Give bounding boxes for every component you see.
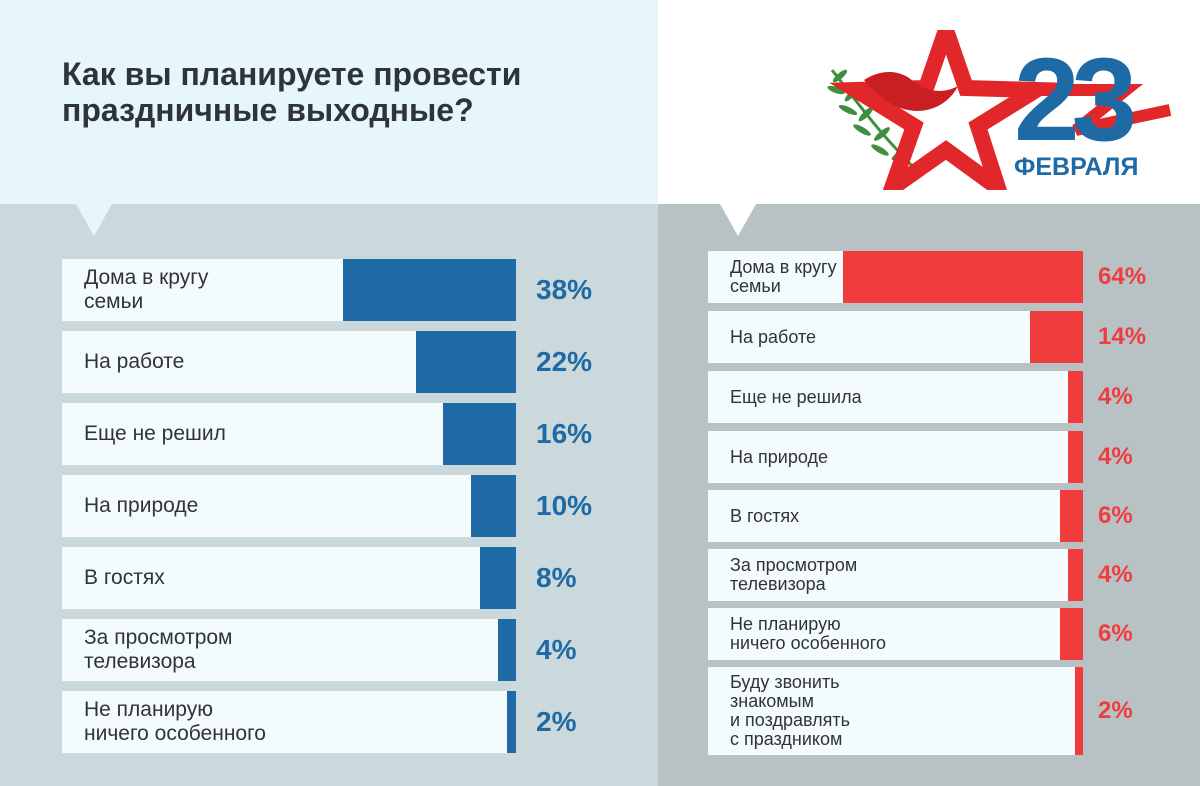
category-label: В гостях [730, 505, 800, 526]
bar [1060, 490, 1083, 542]
ribbon-tail-icon [1026, 84, 1172, 136]
bar [343, 259, 516, 321]
value-label: 10% [536, 490, 593, 521]
value-label: 14% [1098, 323, 1147, 350]
bar-row: На работе [708, 311, 1083, 363]
value-label: 8% [536, 562, 577, 593]
bar [1068, 431, 1083, 483]
category-label: Дома в кругу семьи [84, 266, 209, 313]
value-label: 4% [1098, 443, 1133, 470]
bar-row: Еще не решил [62, 403, 516, 465]
pointer-left [76, 204, 112, 236]
bar [498, 619, 516, 681]
page-title: Как вы планируете провести праздничные в… [62, 56, 522, 128]
value-label: 64% [1098, 263, 1147, 290]
bar-row: В гостях [708, 490, 1083, 542]
value-label: 22% [536, 346, 593, 377]
value-label: 4% [1098, 561, 1133, 588]
bar [416, 331, 516, 393]
bar [1030, 311, 1083, 363]
category-label: Не планирую ничего особенного [84, 698, 266, 745]
value-label: 4% [1098, 383, 1133, 410]
february-23-logo: 23 ФЕВРАЛЯ [827, 30, 1172, 190]
bar-row: Буду звонить знакомым и поздравлять с пр… [708, 667, 1083, 755]
bar-row: На природе [62, 475, 516, 537]
category-label: Не планирую ничего особенного [730, 614, 886, 653]
bar [507, 691, 516, 753]
category-label: Еще не решил [84, 422, 226, 445]
pointer-right [720, 204, 756, 236]
category-label: На природе [730, 446, 828, 467]
category-label: Дома в кругу семьи [730, 257, 837, 296]
bar-row: На природе [708, 431, 1083, 483]
category-label: В гостях [84, 566, 165, 589]
bar [443, 403, 516, 465]
bar [1075, 667, 1083, 755]
bar [1060, 608, 1083, 660]
value-label: 2% [1098, 697, 1133, 724]
bar [843, 251, 1083, 303]
bar-row: За просмотром телевизора [708, 549, 1083, 601]
category-label: Еще не решила [730, 386, 862, 407]
value-label: 38% [536, 274, 593, 305]
category-label: За просмотром телевизора [84, 626, 233, 673]
bar-row: Не планирую ничего особенного [62, 691, 516, 753]
category-label: На работе [84, 350, 185, 373]
bar-row: За просмотром телевизора [62, 619, 516, 681]
value-label: 16% [536, 418, 593, 449]
value-label: 4% [536, 634, 577, 665]
value-label: 6% [1098, 620, 1133, 647]
dove-icon [864, 71, 958, 111]
bar [480, 547, 516, 609]
logo-number: 23 [1014, 34, 1134, 166]
bar-row: На работе [62, 331, 516, 393]
bar-row: Дома в кругу семьи [708, 251, 1083, 303]
bar-row: В гостях [62, 547, 516, 609]
value-label: 6% [1098, 502, 1133, 529]
header-panel-left [0, 0, 658, 204]
bar [1068, 371, 1083, 423]
star-ribbon-icon [829, 30, 1063, 190]
bar-row: Дома в кругу семьи [62, 259, 516, 321]
value-label: 2% [536, 706, 577, 737]
bar [471, 475, 516, 537]
logo-month: ФЕВРАЛЯ [1014, 153, 1138, 181]
bar [1068, 549, 1083, 601]
bar-row: Еще не решила [708, 371, 1083, 423]
category-label: За просмотром телевизора [730, 555, 858, 594]
category-label: На природе [84, 494, 199, 517]
category-label: Буду звонить знакомым и поздравлять с пр… [730, 672, 851, 749]
bar-row: Не планирую ничего особенного [708, 608, 1083, 660]
category-label: На работе [730, 326, 817, 347]
